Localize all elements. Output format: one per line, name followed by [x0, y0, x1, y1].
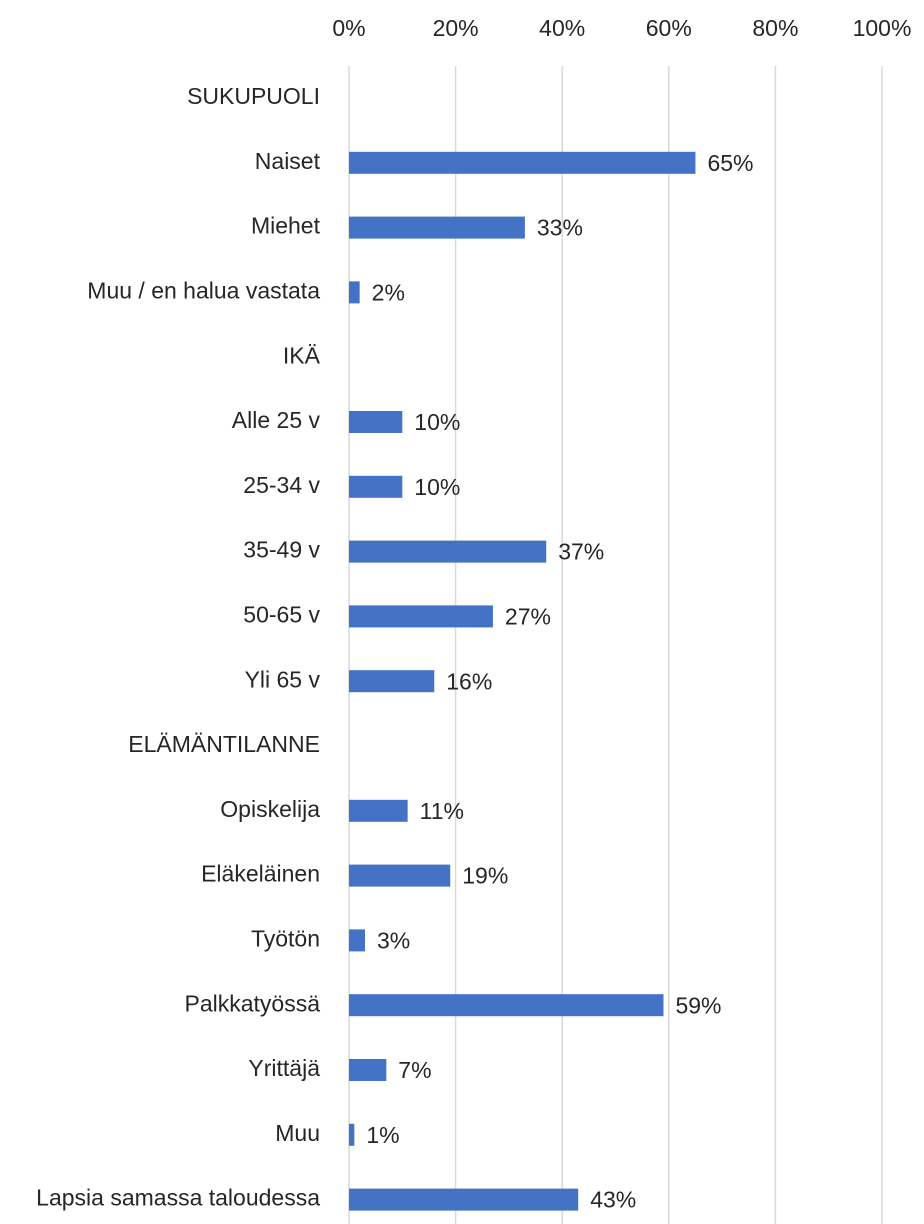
y-tick-label: Muu / en halua vastata [87, 277, 320, 303]
x-tick-label: 40% [539, 15, 585, 41]
data-label: 1% [366, 1122, 399, 1148]
bar [349, 540, 547, 563]
y-tick-label: Naiset [255, 148, 321, 174]
bar [349, 670, 435, 693]
bar [349, 475, 403, 498]
y-tick-label: 50-65 v [243, 601, 320, 627]
data-label: 37% [558, 539, 604, 565]
data-label: 33% [537, 215, 583, 241]
bar [349, 151, 696, 174]
bar [349, 929, 365, 952]
bar [349, 1123, 355, 1146]
y-tick-label: 35-49 v [243, 537, 320, 563]
y-tick-label: Yrittäjä [248, 1055, 320, 1081]
data-label: 7% [398, 1057, 431, 1083]
y-tick-label: Työtön [251, 925, 320, 951]
bar [349, 411, 403, 433]
data-label: 10% [414, 474, 460, 500]
bar [349, 864, 451, 887]
data-label: 16% [446, 668, 492, 694]
data-label: 65% [707, 150, 753, 176]
data-label: 10% [414, 409, 460, 435]
y-tick-label: Yli 65 v [245, 666, 321, 692]
x-tick-label: 0% [332, 15, 365, 41]
x-tick-label: 100% [853, 15, 912, 41]
y-tick-label: Lapsia samassa taloudessa [36, 1185, 320, 1211]
bar [349, 1188, 579, 1211]
bar [349, 281, 360, 304]
data-label: 19% [462, 863, 508, 889]
data-label: 43% [590, 1187, 636, 1213]
y-tick-label: SUKUPUOLI [187, 83, 320, 109]
data-label: 11% [420, 798, 464, 824]
bar [349, 605, 493, 628]
bar [349, 216, 525, 239]
bar [349, 799, 408, 822]
data-label: 2% [372, 279, 405, 305]
y-tick-label: Alle 25 v [232, 407, 321, 433]
bar [349, 994, 664, 1017]
x-tick-label: 20% [433, 15, 479, 41]
y-tick-label: IKÄ [283, 342, 321, 368]
y-tick-label: Opiskelija [220, 796, 320, 822]
y-tick-label: Palkkatyössä [184, 990, 320, 1016]
y-tick-label: Eläkeläinen [201, 861, 320, 887]
y-tick-label: Miehet [251, 213, 321, 239]
x-tick-label: 80% [752, 15, 798, 41]
y-tick-label: ELÄMÄNTILANNE [128, 731, 320, 757]
data-label: 59% [675, 992, 721, 1018]
bar [349, 1059, 387, 1081]
y-tick-label: Muu [275, 1120, 320, 1146]
y-tick-label: 25-34 v [243, 472, 320, 498]
data-label: 27% [505, 603, 551, 629]
x-tick-label: 60% [646, 15, 692, 41]
data-label: 3% [377, 927, 410, 953]
